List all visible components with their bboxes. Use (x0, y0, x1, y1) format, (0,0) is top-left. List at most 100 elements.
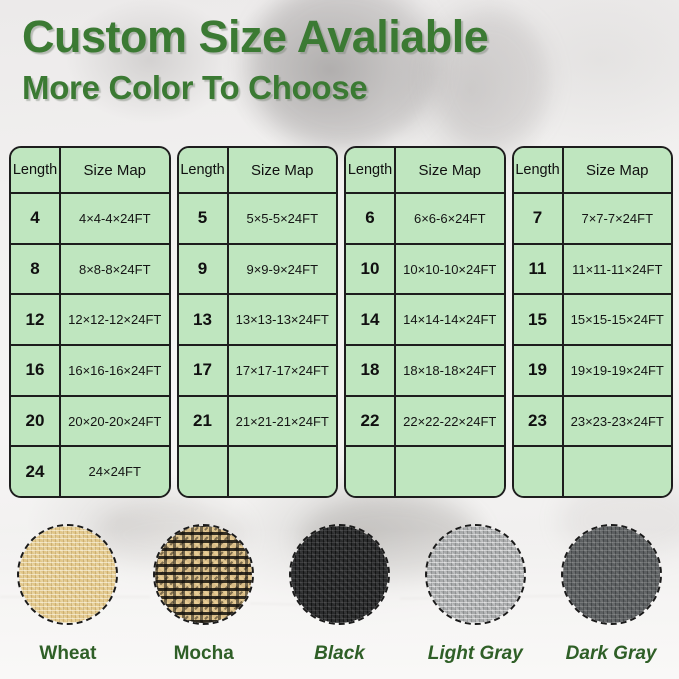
cell-size-map: 19×19-19×24FT (563, 346, 671, 395)
size-chart-tables: Length Size Map 4 4×4-4×24FT 8 8×8-8×24FT 12 12… (9, 146, 673, 498)
table-row: 11 11×11-11×24FT (513, 244, 671, 296)
color-swatch-row: Wheat Mocha Black Light Gray Dark Gray (0, 524, 679, 679)
cell-size-map: 9×9-9×24FT (228, 244, 336, 294)
table-row: 15 15×15-15×24FT (513, 295, 671, 347)
size-table-1: Length Size Map 4 4×4-4×24FT 8 8×8-8×24FT 12 12… (9, 146, 171, 498)
cell-size-map: 21×21-21×24FT (228, 396, 336, 446)
table-row: 23 23×23-23×24FT (513, 396, 671, 448)
table-row: 10 10×10-10×24FT (346, 244, 504, 296)
cell-size-map: 20×20-20×24FT (61, 396, 169, 446)
cell-length: 19 (513, 346, 564, 395)
fabric-texture (19, 526, 117, 623)
cell-size-map: 17×17-17×24FT (228, 346, 336, 395)
cell-size-map: 12×12-12×24FT (61, 295, 169, 345)
size-table-4: Length Size Map 7 7×7-7×24FT 11 11×11-11×24FT… (511, 146, 673, 498)
cell-size-map: 15×15-15×24FT (563, 295, 671, 345)
page-subtitle: More Color To Choose (22, 69, 368, 107)
cell-size-map: 14×14-14×24FT (396, 295, 504, 345)
table-row-empty (513, 447, 671, 496)
cell-length: 23 (513, 396, 564, 446)
cell-size-map: 23×23-23×24FT (563, 396, 671, 446)
cell-length: 18 (346, 346, 396, 395)
cell-length (178, 447, 229, 496)
table-row: 24 24×24FT (11, 447, 169, 496)
color-swatch-label: Mocha (173, 643, 234, 664)
color-swatch-label: Light Gray (427, 643, 523, 664)
table-row: 16 16×16-16×24FT (11, 346, 169, 397)
table-row: 9 9×9-9×24FT (178, 244, 336, 296)
color-swatch-black[interactable]: Black (272, 524, 408, 679)
cell-size-map: 4×4-4×24FT (61, 194, 169, 243)
cell-length: 24 (11, 447, 61, 496)
table-header-row: Length Size Map (11, 148, 169, 194)
cell-length: 7 (513, 194, 564, 243)
cell-length: 21 (178, 396, 229, 446)
column-header-length: Length (11, 148, 61, 192)
cell-size-map: 8×8-8×24FT (61, 244, 169, 294)
table-header-row: Length Size Map (513, 148, 671, 194)
table-row: 13 13×13-13×24FT (178, 295, 336, 347)
column-header-size-map: Size Map (396, 148, 504, 192)
cell-size-map: 10×10-10×24FT (396, 244, 504, 294)
cell-length: 12 (11, 295, 61, 345)
fabric-swatch-circle[interactable] (17, 524, 119, 625)
color-swatch-label: Black (314, 643, 365, 664)
fabric-texture (155, 526, 253, 623)
column-header-length: Length (178, 148, 229, 192)
table-row: 6 6×6-6×24FT (346, 194, 504, 245)
cell-length: 22 (346, 396, 396, 446)
page-title: Custom Size Avaliable (22, 11, 489, 62)
cell-length: 16 (11, 346, 61, 395)
table-row: 5 5×5-5×24FT (178, 194, 336, 245)
color-swatch-light-gray[interactable]: Light Gray (407, 524, 543, 679)
table-row: 4 4×4-4×24FT (11, 194, 169, 245)
table-row: 17 17×17-17×24FT (178, 346, 336, 397)
cell-size-map: 6×6-6×24FT (396, 194, 504, 243)
table-row: 14 14×14-14×24FT (346, 295, 504, 347)
cell-length: 6 (346, 194, 396, 243)
background-blur-shape (430, 10, 550, 150)
color-swatch-mocha[interactable]: Mocha (136, 524, 272, 679)
cell-length: 11 (513, 244, 564, 294)
table-row: 7 7×7-7×24FT (513, 194, 671, 245)
table-row: 22 22×22-22×24FT (346, 396, 504, 448)
cell-length: 8 (11, 244, 61, 294)
cell-length: 5 (178, 194, 229, 243)
table-row: 18 18×18-18×24FT (346, 346, 504, 397)
cell-length (513, 447, 564, 496)
table-header-row: Length Size Map (346, 148, 504, 194)
table-header-row: Length Size Map (178, 148, 336, 194)
fabric-swatch-circle[interactable] (288, 524, 390, 625)
table-row: 12 12×12-12×24FT (11, 295, 169, 347)
cell-length: 20 (11, 396, 61, 446)
cell-size-map: 16×16-16×24FT (61, 346, 169, 395)
size-table-3: Length Size Map 6 6×6-6×24FT 10 10×10-10×24FT… (344, 146, 506, 498)
heading-block: Custom Size Avaliable More Color To Choo… (22, 11, 489, 108)
cell-size-map (228, 447, 336, 496)
cell-size-map: 24×24FT (61, 447, 169, 496)
color-swatch-label: Dark Gray (565, 643, 657, 664)
column-header-length: Length (513, 148, 564, 192)
cell-length: 4 (11, 194, 61, 243)
color-swatch-wheat[interactable]: Wheat (0, 524, 136, 679)
table-row-empty (346, 447, 504, 496)
fabric-texture (562, 526, 660, 623)
fabric-swatch-circle[interactable] (560, 524, 662, 625)
cell-size-map (396, 447, 504, 496)
color-swatch-dark-gray[interactable]: Dark Gray (543, 524, 679, 679)
cell-size-map: 11×11-11×24FT (563, 244, 671, 294)
fabric-swatch-circle[interactable] (424, 524, 526, 625)
fabric-texture (290, 526, 388, 623)
table-row: 20 20×20-20×24FT (11, 396, 169, 448)
column-header-size-map: Size Map (228, 148, 336, 192)
cell-length (346, 447, 396, 496)
cell-size-map: 5×5-5×24FT (228, 194, 336, 243)
table-row: 8 8×8-8×24FT (11, 244, 169, 296)
cell-length: 17 (178, 346, 229, 395)
cell-length: 13 (178, 295, 229, 345)
fabric-swatch-circle[interactable] (153, 524, 255, 625)
cell-size-map: 18×18-18×24FT (396, 346, 504, 395)
cell-length: 14 (346, 295, 396, 345)
table-row: 19 19×19-19×24FT (513, 346, 671, 397)
cell-size-map: 13×13-13×24FT (228, 295, 336, 345)
